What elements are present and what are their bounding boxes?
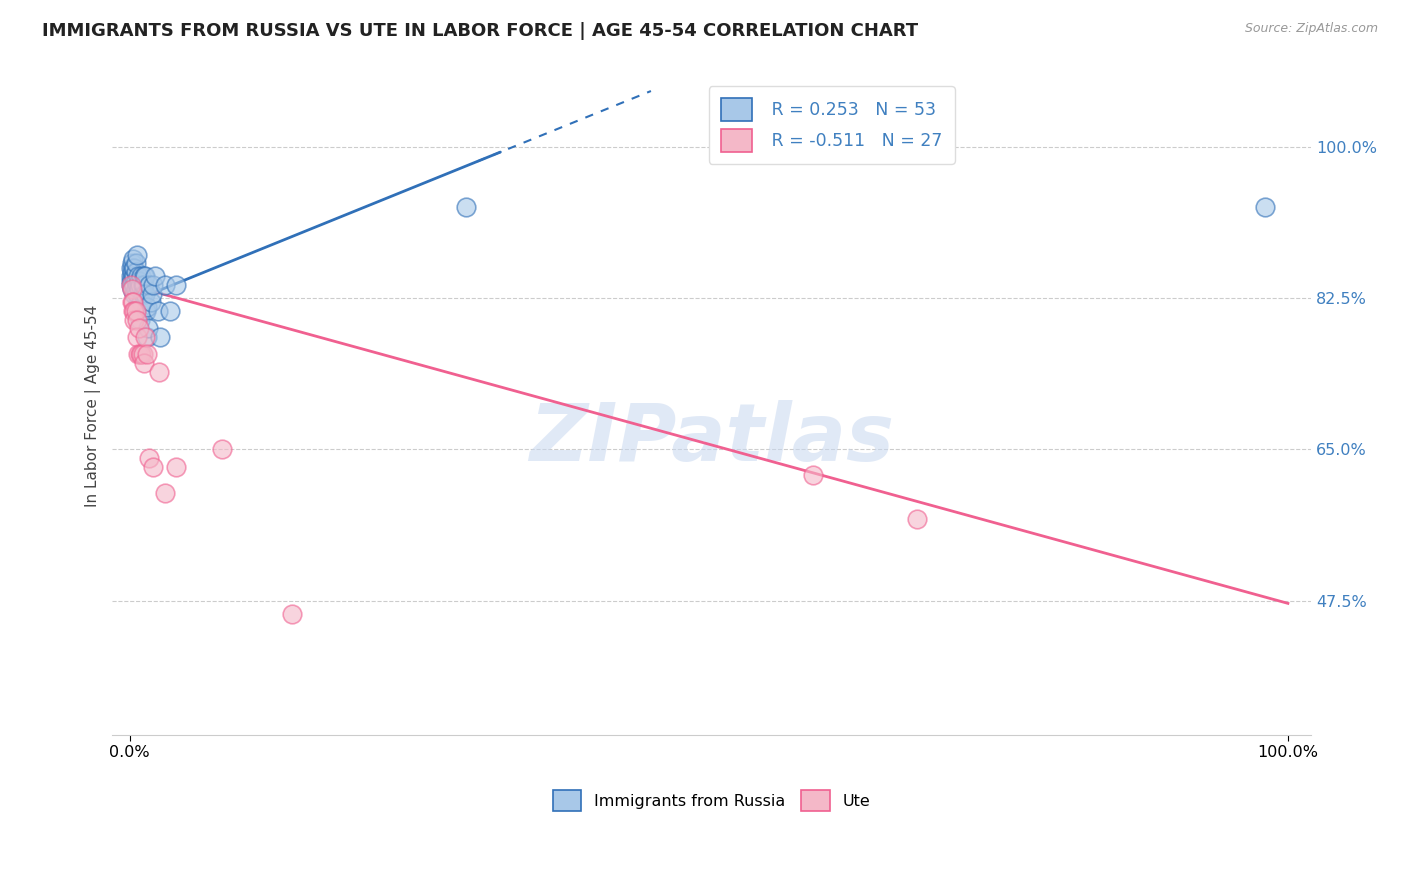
Point <box>129 312 152 326</box>
Point <box>141 286 163 301</box>
Point <box>124 274 146 288</box>
Point <box>211 442 233 457</box>
Text: IMMIGRANTS FROM RUSSIA VS UTE IN LABOR FORCE | AGE 45-54 CORRELATION CHART: IMMIGRANTS FROM RUSSIA VS UTE IN LABOR F… <box>42 22 918 40</box>
Point <box>121 282 143 296</box>
Point <box>125 286 148 301</box>
Point <box>134 286 156 301</box>
Point <box>128 274 150 288</box>
Point <box>801 468 824 483</box>
Point <box>120 278 142 293</box>
Point <box>139 295 162 310</box>
Point <box>142 459 165 474</box>
Point <box>127 278 149 293</box>
Point <box>124 265 146 279</box>
Point <box>121 265 143 279</box>
Point <box>134 269 156 284</box>
Point <box>124 256 146 270</box>
Point <box>149 330 172 344</box>
Point <box>127 269 149 284</box>
Point <box>121 256 143 270</box>
Point <box>905 511 928 525</box>
Point <box>129 347 152 361</box>
Point <box>124 282 146 296</box>
Point <box>138 278 160 293</box>
Point <box>134 330 156 344</box>
Point <box>124 312 146 326</box>
Point <box>131 269 153 284</box>
Point <box>165 459 187 474</box>
Point <box>124 260 146 275</box>
Point <box>128 282 150 296</box>
Point <box>125 248 148 262</box>
Point <box>131 295 153 310</box>
Point <box>136 330 159 344</box>
Legend: Immigrants from Russia, Ute: Immigrants from Russia, Ute <box>541 779 882 822</box>
Point <box>159 304 181 318</box>
Point <box>136 300 159 314</box>
Point <box>121 282 143 296</box>
Point <box>131 278 153 293</box>
Point <box>121 295 143 310</box>
Point <box>121 274 143 288</box>
Point <box>132 269 155 284</box>
Point <box>122 252 145 266</box>
Point <box>132 356 155 370</box>
Point <box>120 260 142 275</box>
Point <box>131 347 153 361</box>
Point <box>124 286 146 301</box>
Point <box>122 260 145 275</box>
Point <box>124 304 146 318</box>
Point <box>122 295 145 310</box>
Y-axis label: In Labor Force | Age 45-54: In Labor Force | Age 45-54 <box>86 305 101 508</box>
Point <box>142 278 165 293</box>
Point <box>143 269 166 284</box>
Point <box>120 269 142 284</box>
Point <box>1254 200 1277 214</box>
Point <box>148 365 170 379</box>
Point <box>128 321 150 335</box>
Point <box>129 278 152 293</box>
Point <box>127 347 149 361</box>
Text: Source: ZipAtlas.com: Source: ZipAtlas.com <box>1244 22 1378 36</box>
Point <box>125 312 148 326</box>
Point <box>125 330 148 344</box>
Point <box>281 607 304 621</box>
Point <box>454 200 477 214</box>
Point <box>131 286 153 301</box>
Point <box>122 278 145 293</box>
Point <box>146 304 169 318</box>
Point <box>120 278 142 293</box>
Text: ZIPatlas: ZIPatlas <box>529 400 894 478</box>
Point <box>125 278 148 293</box>
Point <box>132 278 155 293</box>
Point <box>131 347 153 361</box>
Point <box>136 321 159 335</box>
Point <box>122 269 145 284</box>
Point <box>124 278 146 293</box>
Point <box>124 269 146 284</box>
Point <box>136 347 159 361</box>
Point <box>165 278 187 293</box>
Point <box>153 485 176 500</box>
Point <box>153 278 176 293</box>
Point <box>138 450 160 465</box>
Point <box>122 304 145 318</box>
Point <box>120 274 142 288</box>
Point <box>135 304 157 318</box>
Point <box>124 304 146 318</box>
